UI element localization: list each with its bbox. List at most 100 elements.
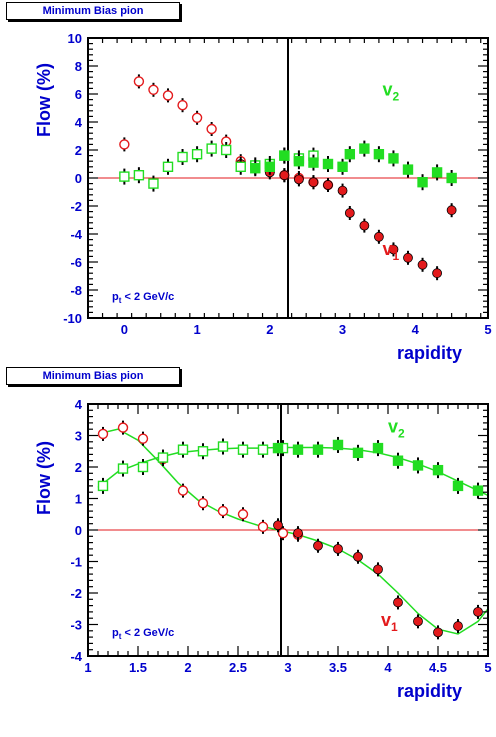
v1-fit-curve [97,428,489,635]
x-tick-label: 2 [184,660,191,675]
v2-filled-point [388,150,399,167]
v2-filled-point [417,174,428,191]
square-marker [337,161,348,173]
top-panel-label: Minimum Bias pion [6,2,180,20]
v2-open-point [119,168,130,185]
square-marker [117,463,129,474]
circle-marker [148,84,159,96]
square-marker [312,444,324,455]
v2-open-point [206,140,217,157]
v1-open-point [162,88,174,103]
v2-filled-point [272,440,284,457]
y-tick-label: -4 [70,227,82,242]
y-tick-label: -4 [70,649,82,664]
x-tick-label: 4 [384,660,392,675]
v1-filled-point [433,625,443,640]
circle-marker [323,180,333,190]
chart-1: v1 v2 0 1 2 3 4 5 -10 -8 -6 -4 -2 0 2 4 6 8 10 rapidity Flow… [34,31,492,363]
square-marker [157,452,169,463]
square-marker [322,158,334,170]
v1-filled-point [453,619,463,634]
v1-filled-point [323,178,333,192]
v1-open-point [119,137,130,152]
square-marker [417,176,428,188]
square-marker [197,446,209,457]
circle-marker [446,205,457,216]
v2-filled-point [264,158,276,175]
square-marker [264,161,276,173]
x-tick-label: 1 [193,322,200,337]
v1-open-point [220,134,232,149]
x-tick-label: 3.5 [329,660,347,675]
y-tick-label: -10 [63,311,82,326]
circle-marker [279,170,290,181]
v2-filled-point [250,160,261,177]
v1-filled-point [373,562,383,577]
bottom-panel-label: Minimum Bias pion [6,367,180,385]
square-marker [133,169,145,181]
square-marker [352,447,364,459]
y-tick-label: 3 [75,429,82,444]
circle-marker [206,123,217,135]
v1-filled-point [446,203,457,218]
v1-filled-point [403,250,413,265]
v2-filled-point [432,462,444,479]
v1-filled-point [333,541,343,556]
circle-marker [313,540,323,551]
y-tick-label: -1 [70,555,82,570]
x-tick-label: 0 [121,322,128,337]
v2-open-point [177,149,188,165]
square-marker [119,171,130,182]
v2-open-point [133,167,145,184]
square-marker [359,143,370,154]
v1-filled-point [374,229,384,244]
square-marker [344,148,356,160]
circle-marker [359,220,370,231]
chart-2: v1 v2 1 1.5 2 2.5 3 3.5 4 4.5 5 -4 -3 -2 -1 0 1 2 3 4 rapidi… [34,397,492,701]
v2-open-point [117,460,129,477]
v1-filled-point [432,266,442,281]
v2-filled-point [446,170,457,186]
circle-marker [217,505,229,517]
square-marker [206,143,217,154]
circle-marker [344,208,355,218]
circle-marker [393,597,403,608]
square-marker [217,441,229,452]
v2-filled-point [308,154,319,171]
y-tick-label: -6 [70,255,82,270]
square-marker [446,172,457,184]
square-marker [373,148,385,160]
v2-open-point [177,441,189,458]
circle-marker [119,139,130,150]
circle-marker [473,607,483,617]
y-tick-label: 4 [75,397,83,412]
pt-annotation: pt < 2 GeV/c [112,627,174,641]
square-marker [137,461,149,473]
x-tick-label: 3 [284,660,291,675]
v1-open-point [217,504,229,519]
circle-marker [388,244,399,255]
v2-open-point [237,441,249,458]
v2-filled-point [352,444,364,461]
square-marker [191,148,203,160]
v2-open-point [217,438,229,455]
v2-filled-point [293,153,305,170]
v2-label: v2 [383,79,400,103]
square-marker [432,464,444,476]
v2-filled-point [322,156,334,172]
square-marker [292,444,304,455]
square-marker [272,442,284,454]
circle-marker [293,528,303,539]
y-axis-label: Flow (%) [34,63,54,137]
x-tick-label: 1 [84,660,91,675]
v1-filled-point [359,218,370,233]
circle-marker [191,112,203,124]
v1-filled-point [337,183,348,198]
square-marker [412,460,424,471]
square-marker [308,157,319,168]
v1-filled-point [308,175,319,190]
circle-marker [277,527,289,539]
v2-filled-point [412,457,424,474]
circle-marker [433,627,443,638]
